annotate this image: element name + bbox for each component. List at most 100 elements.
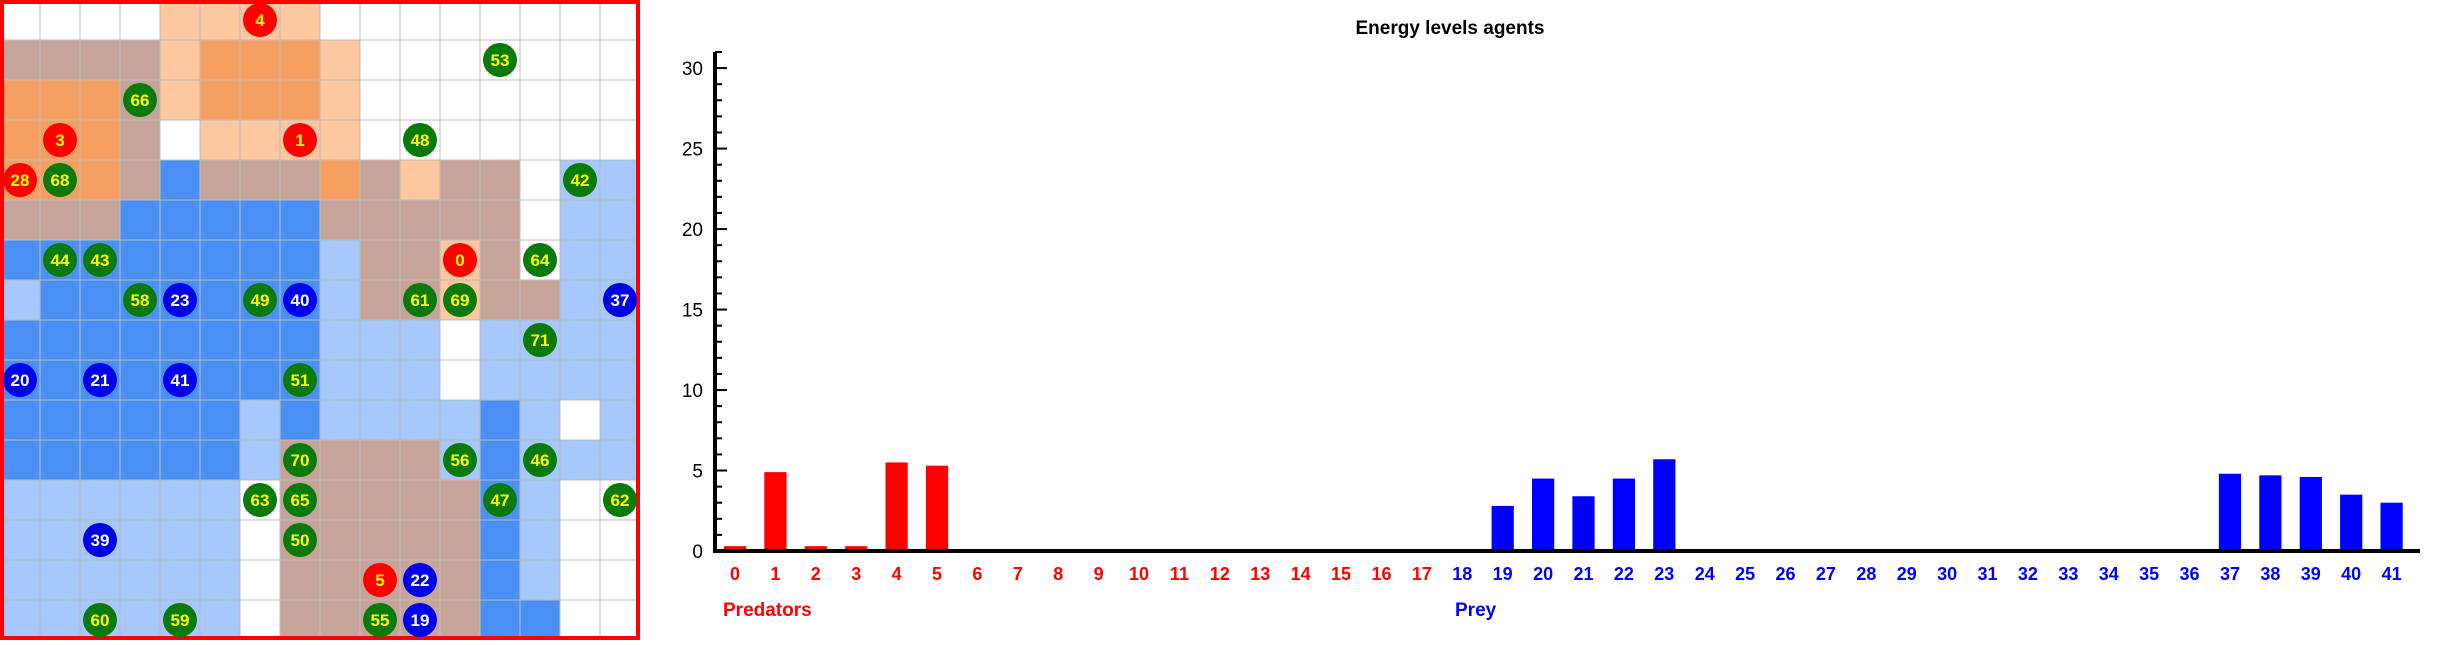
plant-agent[interactable]: 42	[563, 163, 597, 197]
grid-cell[interactable]	[0, 199, 41, 241]
grid-cell[interactable]	[559, 399, 601, 441]
prey-agent[interactable]: 40	[283, 283, 317, 317]
grid-cell[interactable]	[239, 199, 281, 241]
grid-cell[interactable]	[319, 319, 361, 361]
grid-cell[interactable]	[199, 319, 241, 361]
grid-cell[interactable]	[39, 479, 81, 521]
grid-cell[interactable]	[79, 319, 121, 361]
grid-cell[interactable]	[199, 599, 241, 641]
grid-cell[interactable]	[479, 119, 521, 161]
grid-cell[interactable]	[199, 359, 241, 401]
plant-agent[interactable]: 65	[283, 483, 317, 517]
predator-agent[interactable]: 5	[363, 563, 397, 597]
grid-cell[interactable]	[199, 239, 241, 281]
grid-cell[interactable]	[319, 439, 361, 481]
grid-cell[interactable]	[159, 159, 201, 201]
plant-agent[interactable]: 49	[243, 283, 277, 317]
plant-agent[interactable]: 63	[243, 483, 277, 517]
grid-cell[interactable]	[439, 79, 481, 121]
grid-cell[interactable]	[559, 79, 601, 121]
grid-cell[interactable]	[279, 319, 321, 361]
grid-cell[interactable]	[439, 399, 481, 441]
grid-cell[interactable]	[319, 519, 361, 561]
grid-cell[interactable]	[239, 119, 281, 161]
grid-cell[interactable]	[439, 359, 481, 401]
grid-cell[interactable]	[239, 239, 281, 281]
grid-cell[interactable]	[479, 359, 521, 401]
grid-cell[interactable]	[279, 399, 321, 441]
grid-cell[interactable]	[359, 519, 401, 561]
plant-agent[interactable]: 66	[123, 83, 157, 117]
grid-cell[interactable]	[599, 399, 641, 441]
grid-cell[interactable]	[79, 399, 121, 441]
grid-cell[interactable]	[239, 79, 281, 121]
grid-cell[interactable]	[359, 239, 401, 281]
grid-cell[interactable]	[319, 399, 361, 441]
grid-cell[interactable]	[199, 199, 241, 241]
grid-cell[interactable]	[439, 0, 481, 41]
grid-cell[interactable]	[319, 159, 361, 201]
grid-cell[interactable]	[519, 39, 561, 81]
grid-cell[interactable]	[399, 479, 441, 521]
grid-cell[interactable]	[159, 39, 201, 81]
grid-cell[interactable]	[279, 159, 321, 201]
grid-cell[interactable]	[599, 79, 641, 121]
grid-cell[interactable]	[559, 119, 601, 161]
grid-cell[interactable]	[199, 79, 241, 121]
grid-cell[interactable]	[599, 319, 641, 361]
grid-cell[interactable]	[199, 279, 241, 321]
grid-cell[interactable]	[239, 559, 281, 601]
grid-cell[interactable]	[199, 519, 241, 561]
plant-agent[interactable]: 44	[43, 243, 77, 277]
grid-cell[interactable]	[39, 439, 81, 481]
grid-cell[interactable]	[399, 159, 441, 201]
grid-cell[interactable]	[79, 439, 121, 481]
prey-agent[interactable]: 20	[3, 363, 37, 397]
grid-cell[interactable]	[39, 599, 81, 641]
grid-cell[interactable]	[199, 0, 241, 41]
grid-cell[interactable]	[479, 599, 521, 641]
grid-cell[interactable]	[39, 279, 81, 321]
grid-cell[interactable]	[199, 159, 241, 201]
grid-cell[interactable]	[79, 39, 121, 81]
grid-cell[interactable]	[79, 0, 121, 41]
plant-agent[interactable]: 59	[163, 603, 197, 637]
prey-agent[interactable]: 23	[163, 283, 197, 317]
grid-cell[interactable]	[119, 319, 161, 361]
plant-agent[interactable]: 64	[523, 243, 557, 277]
grid-cell[interactable]	[439, 319, 481, 361]
grid-cell[interactable]	[359, 79, 401, 121]
plant-agent[interactable]: 43	[83, 243, 117, 277]
grid-cell[interactable]	[159, 399, 201, 441]
plant-agent[interactable]: 47	[483, 483, 517, 517]
grid-cell[interactable]	[279, 39, 321, 81]
grid-cell[interactable]	[279, 559, 321, 601]
prey-agent[interactable]: 41	[163, 363, 197, 397]
plant-agent[interactable]: 71	[523, 323, 557, 357]
grid-cell[interactable]	[359, 279, 401, 321]
grid-cell[interactable]	[519, 279, 561, 321]
grid-cell[interactable]	[239, 319, 281, 361]
grid-cell[interactable]	[79, 159, 121, 201]
grid-cell[interactable]	[159, 79, 201, 121]
grid-cell[interactable]	[359, 399, 401, 441]
grid-cell[interactable]	[439, 119, 481, 161]
grid-cell[interactable]	[319, 599, 361, 641]
grid-cell[interactable]	[519, 119, 561, 161]
grid-cell[interactable]	[479, 199, 521, 241]
grid-cell[interactable]	[439, 199, 481, 241]
grid-cell[interactable]	[359, 0, 401, 41]
grid-cell[interactable]	[359, 199, 401, 241]
grid-cell[interactable]	[279, 79, 321, 121]
grid-cell[interactable]	[599, 519, 641, 561]
grid-cell[interactable]	[0, 599, 41, 641]
grid-cell[interactable]	[519, 359, 561, 401]
grid-cell[interactable]	[399, 39, 441, 81]
grid-cell[interactable]	[319, 479, 361, 521]
grid-cell[interactable]	[519, 399, 561, 441]
grid-cell[interactable]	[519, 479, 561, 521]
grid-cell[interactable]	[159, 519, 201, 561]
grid-cell[interactable]	[479, 159, 521, 201]
grid-cell[interactable]	[599, 199, 641, 241]
grid-cell[interactable]	[159, 199, 201, 241]
